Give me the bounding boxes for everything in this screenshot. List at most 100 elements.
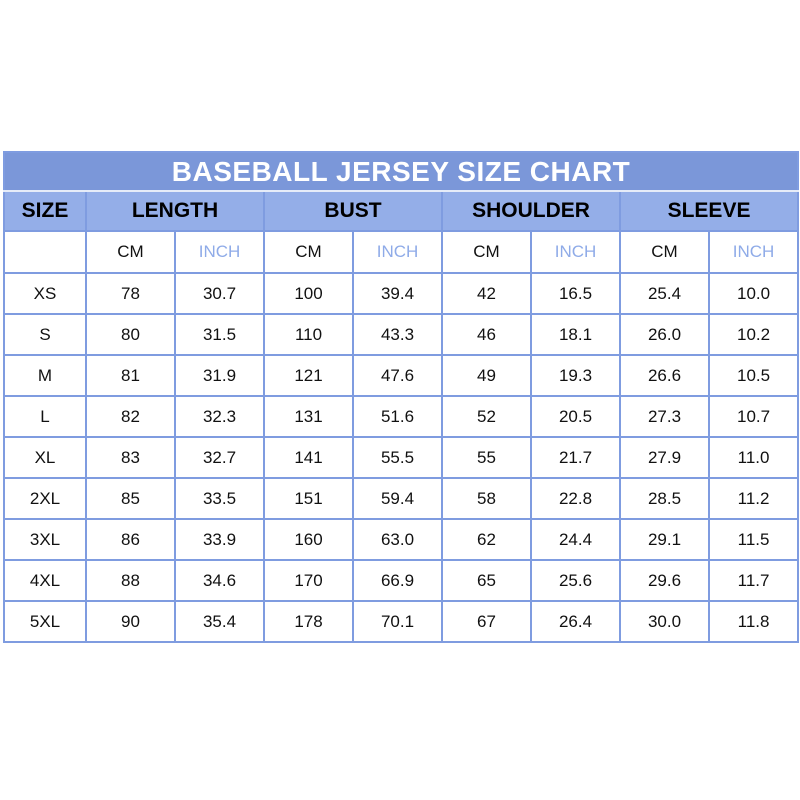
value-cell-cm: 121	[263, 354, 354, 397]
unit-cell-inch: INCH	[352, 230, 443, 274]
value-cell-inch: 51.6	[352, 395, 443, 438]
value-cell-cm: 58	[441, 477, 532, 520]
value-cell-inch: 22.8	[530, 477, 621, 520]
baseball-jersey-size-chart: BASEBALL JERSEY SIZE CHART SIZE LENGTH BUS…	[2, 151, 800, 643]
value-cell-cm: 52	[441, 395, 532, 438]
value-cell-inch: 10.0	[707, 272, 800, 315]
value-cell-cm: 100	[263, 272, 354, 315]
unit-cell-inch: INCH	[530, 230, 621, 274]
value-cell-inch: 10.5	[707, 354, 800, 397]
value-cell-cm: 78	[85, 272, 176, 315]
value-cell-inch: 18.1	[530, 313, 621, 356]
value-cell-cm: 160	[263, 518, 354, 561]
value-cell-inch: 35.4	[174, 600, 265, 643]
value-cell-cm: 62	[441, 518, 532, 561]
value-cell-inch: 59.4	[352, 477, 443, 520]
value-cell-inch: 33.9	[174, 518, 265, 561]
value-cell-cm: 86	[85, 518, 176, 561]
size-cell: 2XL	[3, 477, 87, 520]
value-cell-cm: 83	[85, 436, 176, 479]
value-cell-cm: 110	[263, 313, 354, 356]
value-cell-inch: 24.4	[530, 518, 621, 561]
table-row-l: L 82 32.3 131 51.6 52 20.5 27.3 10.7	[3, 395, 800, 438]
value-cell-cm: 27.3	[619, 395, 710, 438]
value-cell-cm: 42	[441, 272, 532, 315]
value-cell-cm: 131	[263, 395, 354, 438]
value-cell-cm: 65	[441, 559, 532, 602]
unit-cell-cm: CM	[85, 230, 176, 274]
value-cell-cm: 178	[263, 600, 354, 643]
column-header-bust: BUST	[263, 190, 443, 232]
value-cell-inch: 26.4	[530, 600, 621, 643]
unit-cell-cm: CM	[441, 230, 532, 274]
column-header-length: LENGTH	[85, 190, 265, 232]
value-cell-cm: 141	[263, 436, 354, 479]
value-cell-cm: 29.6	[619, 559, 710, 602]
value-cell-inch: 20.5	[530, 395, 621, 438]
value-cell-inch: 11.2	[707, 477, 800, 520]
value-cell-cm: 55	[441, 436, 532, 479]
value-cell-cm: 30.0	[619, 600, 710, 643]
unit-cell-inch: INCH	[174, 230, 265, 274]
value-cell-inch: 16.5	[530, 272, 621, 315]
table-title-row: BASEBALL JERSEY SIZE CHART	[2, 151, 800, 192]
value-cell-inch: 63.0	[352, 518, 443, 561]
value-cell-inch: 47.6	[352, 354, 443, 397]
value-cell-inch: 25.6	[530, 559, 621, 602]
table-row-5xl: 5XL 90 35.4 178 70.1 67 26.4 30.0 11.8	[3, 600, 800, 643]
value-cell-cm: 27.9	[619, 436, 710, 479]
value-cell-cm: 26.6	[619, 354, 710, 397]
value-cell-cm: 151	[263, 477, 354, 520]
value-cell-cm: 170	[263, 559, 354, 602]
size-cell: L	[3, 395, 87, 438]
column-header-size: SIZE	[3, 190, 87, 232]
value-cell-inch: 43.3	[352, 313, 443, 356]
value-cell-inch: 34.6	[174, 559, 265, 602]
value-cell-cm: 90	[85, 600, 176, 643]
size-cell: M	[3, 354, 87, 397]
value-cell-inch: 70.1	[352, 600, 443, 643]
units-row: CM INCH CM INCH CM INCH CM INCH	[3, 230, 800, 274]
value-cell-cm: 25.4	[619, 272, 710, 315]
value-cell-inch: 11.0	[707, 436, 800, 479]
size-cell: 3XL	[3, 518, 87, 561]
value-cell-inch: 21.7	[530, 436, 621, 479]
value-cell-cm: 28.5	[619, 477, 710, 520]
value-cell-inch: 11.8	[707, 600, 800, 643]
value-cell-inch: 19.3	[530, 354, 621, 397]
size-chart-table: BASEBALL JERSEY SIZE CHART SIZE LENGTH BUS…	[2, 151, 800, 643]
value-cell-inch: 11.5	[707, 518, 800, 561]
value-cell-cm: 49	[441, 354, 532, 397]
unit-cell-cm: CM	[619, 230, 710, 274]
table-row-xl: XL 83 32.7 141 55.5 55 21.7 27.9 11.0	[3, 436, 800, 479]
value-cell-cm: 85	[85, 477, 176, 520]
value-cell-cm: 81	[85, 354, 176, 397]
column-header-row: SIZE LENGTH BUST SHOULDER SLEEVE	[3, 190, 800, 232]
size-cell: XS	[3, 272, 87, 315]
size-cell: 4XL	[3, 559, 87, 602]
value-cell-inch: 31.9	[174, 354, 265, 397]
value-cell-inch: 32.3	[174, 395, 265, 438]
value-cell-inch: 31.5	[174, 313, 265, 356]
unit-cell-inch: INCH	[707, 230, 800, 274]
unit-empty-cell	[3, 230, 87, 274]
size-cell: S	[3, 313, 87, 356]
size-cell: XL	[3, 436, 87, 479]
value-cell-cm: 29.1	[619, 518, 710, 561]
value-cell-inch: 33.5	[174, 477, 265, 520]
page-title: BASEBALL JERSEY SIZE CHART	[2, 151, 800, 192]
table-row-xs: XS 78 30.7 100 39.4 42 16.5 25.4 10.0	[3, 272, 800, 315]
unit-cell-cm: CM	[263, 230, 354, 274]
value-cell-inch: 10.2	[707, 313, 800, 356]
value-cell-cm: 46	[441, 313, 532, 356]
value-cell-cm: 80	[85, 313, 176, 356]
value-cell-cm: 26.0	[619, 313, 710, 356]
value-cell-inch: 32.7	[174, 436, 265, 479]
value-cell-inch: 39.4	[352, 272, 443, 315]
column-header-shoulder: SHOULDER	[441, 190, 621, 232]
table-row-4xl: 4XL 88 34.6 170 66.9 65 25.6 29.6 11.7	[3, 559, 800, 602]
value-cell-inch: 11.7	[707, 559, 800, 602]
column-header-sleeve: SLEEVE	[618, 190, 800, 232]
table-row-2xl: 2XL 85 33.5 151 59.4 58 22.8 28.5 11.2	[3, 477, 800, 520]
value-cell-cm: 88	[85, 559, 176, 602]
